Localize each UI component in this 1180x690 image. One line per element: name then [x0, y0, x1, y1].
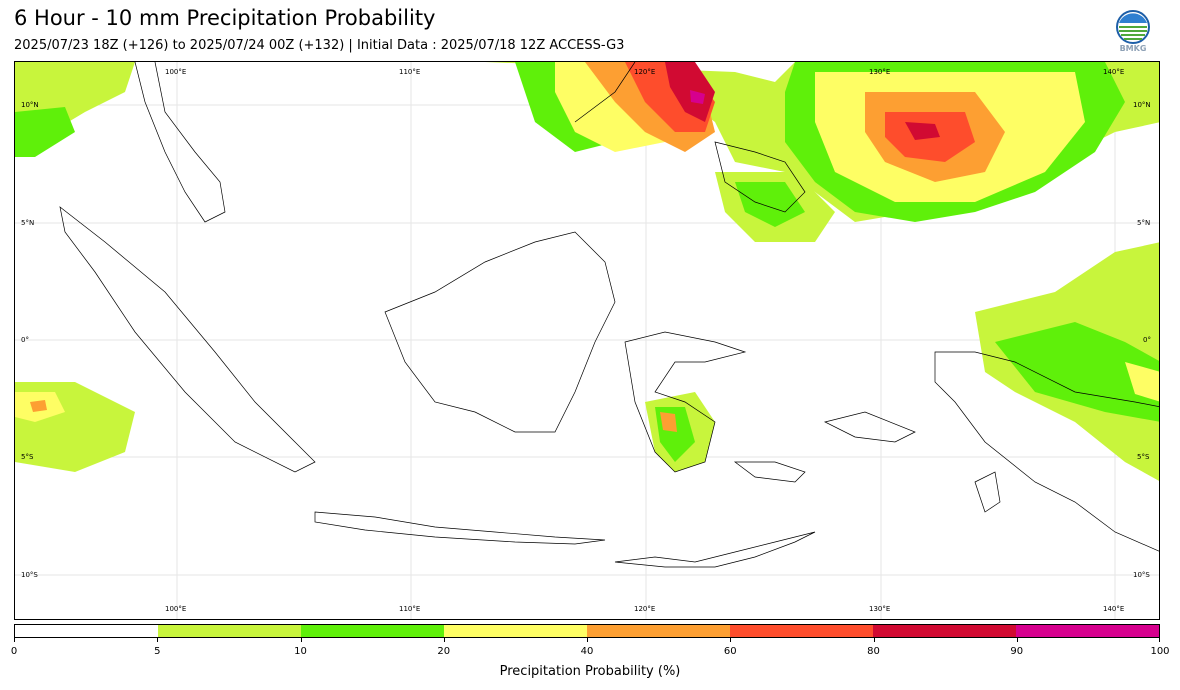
colorbar-tick-label: 40 — [580, 646, 594, 657]
lat-label-left-10n: 10°N — [21, 101, 39, 109]
colorbar-tick-label: 100 — [1150, 646, 1170, 657]
colorbar-title: Precipitation Probability (%) — [499, 664, 681, 679]
colorbar-tick-label: 20 — [437, 646, 451, 657]
colorbar-tickmark — [300, 638, 302, 642]
colorbar-tick-label: 0 — [10, 646, 18, 657]
precipitation-map: 100°E 110°E 120°E 130°E 140°E 100°E 110°… — [14, 61, 1160, 620]
lat-label-right-5s: 5°S — [1137, 453, 1150, 461]
lat-label-left-5n: 5°N — [21, 219, 35, 227]
lat-label-right-0: 0° — [1143, 336, 1151, 344]
colorbar-segment — [158, 625, 301, 637]
coastlines — [59, 62, 1159, 568]
colorbar-tickmark — [1159, 638, 1160, 642]
lon-label-bottom-140: 140°E — [1103, 605, 1125, 613]
lon-label-top-110: 110°E — [399, 68, 421, 76]
colorbar-tickmark — [873, 638, 875, 642]
lon-label-bottom-110: 110°E — [399, 605, 421, 613]
map-title: 6 Hour - 10 mm Precipitation Probability — [14, 6, 436, 30]
colorbar-tick-label: 90 — [1010, 646, 1024, 657]
lon-label-top-120: 120°E — [634, 68, 656, 76]
bmkg-logo-icon — [1116, 10, 1150, 44]
lat-label-right-5n: 5°N — [1137, 219, 1151, 227]
lon-label-bottom-130: 130°E — [869, 605, 891, 613]
colorbar-segment — [873, 625, 1016, 637]
colorbar-segment — [15, 625, 158, 637]
colorbar-tick-label: 80 — [867, 646, 880, 657]
graticule — [15, 62, 1159, 619]
lon-label-bottom-120: 120°E — [634, 605, 656, 613]
colorbar-tickmark — [730, 638, 732, 642]
colorbar-tickmark — [157, 638, 159, 642]
logo-label: BMKG — [1119, 44, 1147, 53]
lon-label-top-100: 100°E — [165, 68, 187, 76]
lat-label-left-5s: 5°S — [21, 453, 34, 461]
lat-label-left-10s: 10°S — [21, 571, 38, 579]
map-subtitle: 2025/07/23 18Z (+126) to 2025/07/24 00Z … — [14, 38, 625, 53]
precipitation-field — [15, 62, 1159, 481]
lat-label-right-10n: 10°N — [1133, 101, 1151, 109]
colorbar-segment — [730, 625, 873, 637]
map-canvas — [15, 62, 1159, 619]
lat-label-right-10s: 10°S — [1133, 571, 1150, 579]
lon-label-bottom-100: 100°E — [165, 605, 187, 613]
colorbar-tick-label: 60 — [723, 646, 737, 657]
colorbar-tickmark — [443, 638, 445, 642]
colorbar — [14, 624, 1160, 638]
lon-label-top-130: 130°E — [869, 68, 891, 76]
lat-label-left-0: 0° — [21, 336, 29, 344]
colorbar-tick-label: 5 — [154, 646, 161, 657]
colorbar-tickmark — [14, 638, 15, 642]
colorbar-segment — [1016, 625, 1159, 637]
colorbar-tick-label: 10 — [294, 646, 307, 657]
colorbar-tickmark — [1016, 638, 1018, 642]
colorbar-tickmark — [587, 638, 588, 642]
colorbar-segment — [444, 625, 587, 637]
colorbar-segment — [301, 625, 444, 637]
colorbar-segment — [587, 625, 730, 637]
lon-label-top-140: 140°E — [1103, 68, 1125, 76]
